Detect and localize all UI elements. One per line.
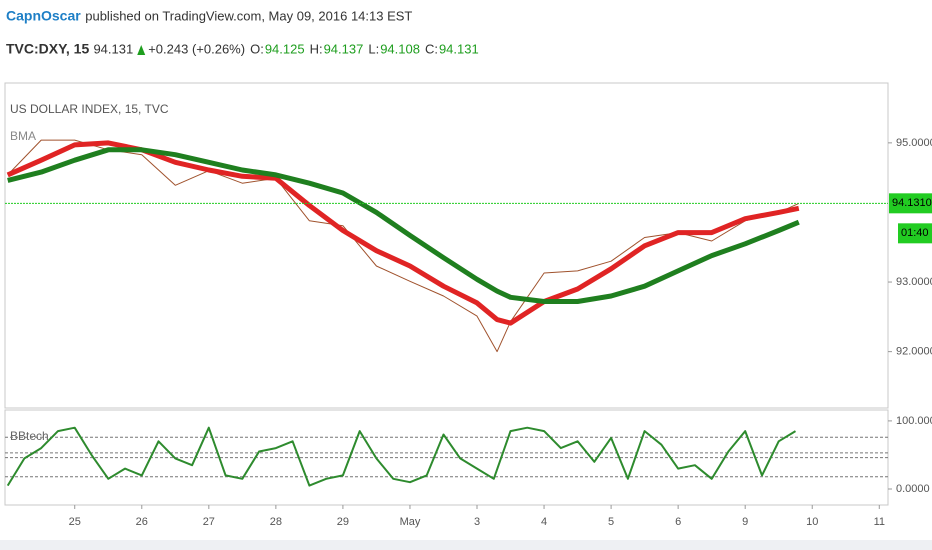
- ohlc-label: H:: [310, 41, 323, 56]
- x-tick-label: 9: [742, 516, 748, 528]
- x-tick-label: 3: [474, 516, 480, 528]
- x-tick-label: 26: [136, 516, 148, 528]
- x-tick-label: 6: [675, 516, 681, 528]
- x-tick-label: 5: [608, 516, 614, 528]
- y-tick-label: 100.0000: [896, 415, 932, 427]
- x-tick-label: 10: [806, 516, 818, 528]
- ohlc-label: O:: [250, 41, 264, 56]
- footer-strip: [0, 540, 932, 550]
- ohlc-value: 94.108: [380, 41, 420, 56]
- ohlc-value: 94.131: [439, 41, 479, 56]
- last-price-box: [889, 193, 932, 214]
- author[interactable]: CapnOscar: [6, 8, 81, 24]
- countdown: 01:40: [901, 227, 929, 239]
- x-tick-label: 11: [874, 516, 885, 528]
- x-tick-label: 29: [337, 516, 349, 528]
- indicator-label: BMA: [10, 129, 36, 143]
- ohlc-label: C:: [425, 41, 438, 56]
- y-tick-label: 93.0000: [896, 276, 932, 288]
- published: published on TradingView.com, May 09, 20…: [85, 8, 412, 23]
- y-tick-label: 0.0000: [896, 483, 930, 495]
- x-tick-label: 27: [203, 516, 215, 528]
- symbol: TVC:DXY, 15: [6, 41, 89, 57]
- up-arrow: [137, 45, 146, 55]
- indicator-label: BBtech: [10, 429, 49, 443]
- countdown-box: [898, 223, 932, 244]
- ohlc-value: 94.137: [324, 41, 364, 56]
- y-tick-label: 95.0000: [896, 137, 932, 149]
- series-line: [6, 426, 797, 487]
- ohlc-value: 94.125: [265, 41, 305, 56]
- ohlc: O: 94.125 H: 94.137 L: 94.108 C: 94.131: [250, 41, 479, 56]
- price-pane: [4, 82, 889, 409]
- change: +0.243 (+0.26%): [148, 41, 245, 56]
- ohlc-label: L:: [368, 41, 379, 56]
- x-tick-label: May: [400, 516, 421, 528]
- x-tick-label: 28: [270, 516, 282, 528]
- x-tick-label: 4: [541, 516, 547, 528]
- last: 94.131: [93, 41, 133, 56]
- pane-title: US DOLLAR INDEX, 15, TVC: [10, 102, 169, 116]
- x-tick-label: 25: [69, 516, 81, 528]
- last-price-label: 94.1310: [892, 197, 932, 209]
- series-line: [7, 147, 800, 304]
- y-tick-label: 92.0000: [896, 346, 932, 358]
